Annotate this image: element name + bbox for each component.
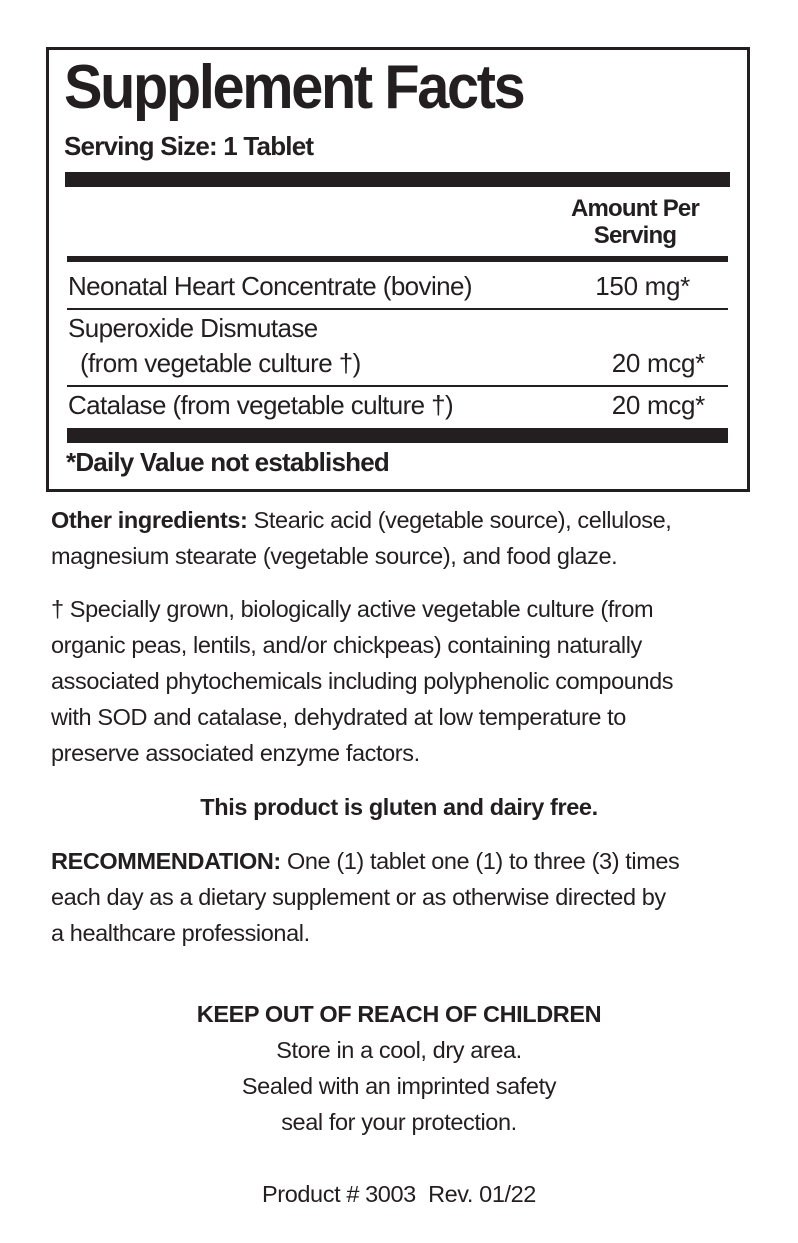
- text-line: with SOD and catalase, dehydrated at low…: [51, 704, 626, 730]
- storage-line: Store in a cool, dry area.: [276, 1037, 522, 1063]
- ingredient-name-line2: (from vegetable culture †): [80, 348, 361, 378]
- other-ingredients-label: Other ingredients:: [51, 507, 248, 533]
- text-line: Stearic acid (vegetable source), cellulo…: [247, 507, 672, 533]
- recommendation-label: RECOMMENDATION:: [51, 848, 281, 874]
- text-line: a healthcare professional.: [51, 920, 310, 946]
- storage-line: seal for your protection.: [281, 1109, 517, 1135]
- product-number: Product # 3003 Rev. 01/22: [262, 1181, 536, 1207]
- text-line: magnesium stearate (vegetable source), a…: [51, 543, 618, 569]
- ingredient-amount: 20 mcg*: [611, 390, 706, 420]
- amount-per-serving-header: Amount Per Serving: [560, 195, 710, 249]
- thick-divider: [67, 428, 728, 443]
- header-line: Amount Per: [570, 195, 700, 222]
- ingredient-name: Catalase (from vegetable culture †): [68, 390, 454, 420]
- recommendation: RECOMMENDATION: One (1) tablet one (1) t…: [51, 843, 680, 879]
- row-divider: [67, 308, 728, 310]
- daily-value-footnote: *Daily Value not established: [66, 447, 390, 477]
- serving-size: Serving Size: 1 Tablet: [64, 131, 314, 161]
- warning: KEEP OUT OF REACH OF CHILDREN: [196, 1001, 602, 1027]
- text-line: One (1) tablet one (1) to three (3) time…: [280, 848, 680, 874]
- ingredient-amount: 150 mg*: [595, 271, 690, 301]
- text-line: associated phytochemicals including poly…: [51, 668, 674, 694]
- ingredient-name: Neonatal Heart Concentrate (bovine): [68, 271, 473, 301]
- ingredient-amount: 20 mcg*: [611, 348, 706, 378]
- ingredient-name: Superoxide Dismutase: [68, 313, 318, 343]
- row-divider: [67, 385, 728, 387]
- header-line: Serving: [593, 222, 677, 249]
- storage-line: Sealed with an imprinted safety: [241, 1073, 557, 1099]
- text-line: preserve associated enzyme factors.: [51, 740, 420, 766]
- medium-divider: [67, 256, 728, 262]
- text-line: † Specially grown, biologically active v…: [51, 596, 654, 622]
- text-line: each day as a dietary supplement or as o…: [51, 884, 666, 910]
- supplement-facts-panel: [46, 47, 750, 492]
- other-ingredients: Other ingredients: Stearic acid (vegetab…: [51, 502, 672, 538]
- panel-title: Supplement Facts: [64, 53, 526, 122]
- thick-divider: [65, 172, 730, 187]
- gluten-dairy-statement: This product is gluten and dairy free.: [200, 794, 598, 820]
- text-line: organic peas, lentils, and/or chickpeas)…: [51, 632, 642, 658]
